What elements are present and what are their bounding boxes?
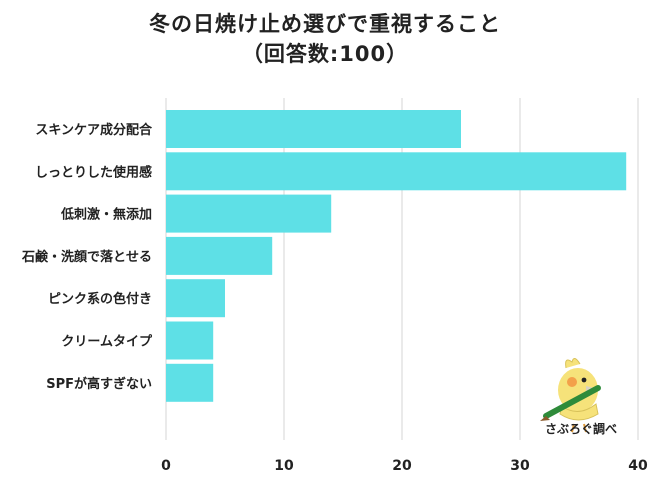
bar xyxy=(166,279,225,318)
bar xyxy=(166,236,273,275)
chart-title: 冬の日焼け止め選びで重視すること xyxy=(149,12,501,36)
category-label: ピンク系の色付き xyxy=(48,291,152,307)
bar xyxy=(166,363,214,402)
x-tick-label: 20 xyxy=(392,458,412,474)
bird-mascot-icon xyxy=(540,358,601,433)
chart-subtitle: （回答数:100） xyxy=(241,42,409,66)
x-tick-label: 0 xyxy=(161,458,171,474)
category-label: SPFが高すぎない xyxy=(46,376,152,392)
bar xyxy=(166,321,214,360)
x-tick-label: 10 xyxy=(274,458,294,474)
bar xyxy=(166,194,332,233)
x-tick-label: 30 xyxy=(510,458,530,474)
bar xyxy=(166,110,461,148)
x-tick-label: 40 xyxy=(628,458,648,474)
category-label: 石鹸・洗顔で落とせる xyxy=(21,249,152,265)
category-label: しっとりした使用感 xyxy=(35,164,152,180)
bar xyxy=(166,152,627,191)
category-label: 低刺激・無添加 xyxy=(60,207,152,223)
category-label: スキンケア成分配合 xyxy=(35,122,153,138)
logo-text: さぶろぐ調べ xyxy=(544,422,617,436)
category-label: クリームタイプ xyxy=(61,335,153,350)
